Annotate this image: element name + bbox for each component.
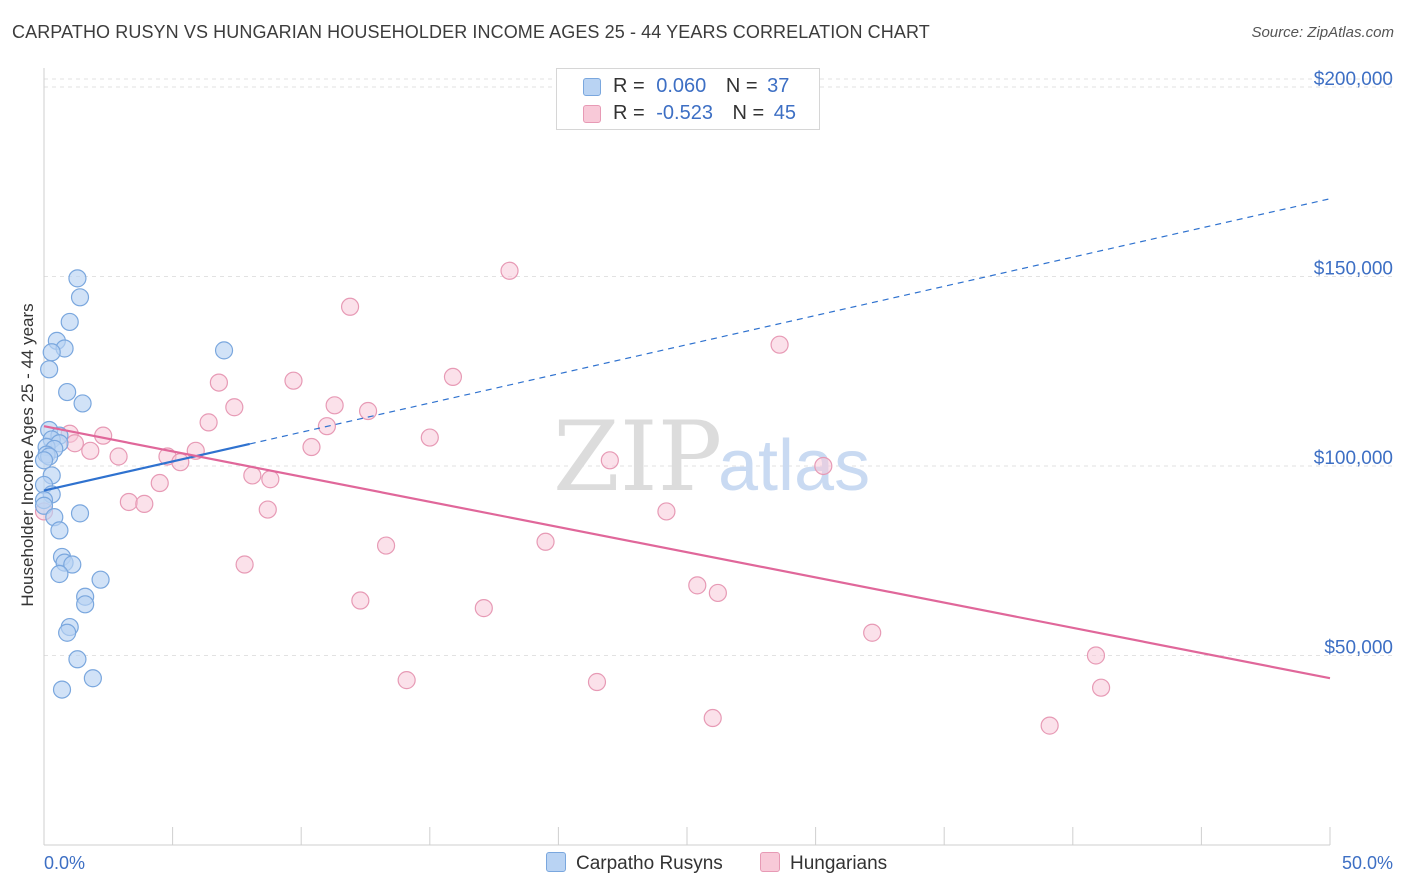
carpatho-rusyns-point (76, 595, 95, 614)
hungarians-point (284, 371, 303, 390)
legend-n-value: 45 (773, 102, 797, 124)
watermark-zip: ZIP (553, 401, 722, 513)
hungarians-point (225, 398, 244, 417)
hungarians-point (135, 494, 154, 513)
y-tick-label: $50,000 (1324, 637, 1393, 658)
hungarians-point (1091, 678, 1111, 697)
legend-n-label: N = (725, 75, 758, 97)
carpatho-rusyns-point (214, 341, 234, 360)
bottom-legend-swatch-blue (546, 852, 566, 872)
hungarians-point (81, 441, 100, 460)
carpatho-rusyns-point (52, 680, 72, 699)
hungarians-point (325, 396, 344, 415)
carpatho-rusyns-point (68, 650, 87, 669)
hungarians-point (587, 672, 607, 692)
hungarians-point (536, 532, 555, 551)
carpatho-rusyns-point (83, 669, 102, 688)
hungarians-point (340, 297, 360, 316)
carpatho-rusyns-point (60, 312, 79, 332)
hungarians-point (443, 367, 463, 387)
legend-swatch-pink (583, 105, 601, 123)
carpatho-rusyns-points (34, 269, 234, 699)
hungarians-point (351, 591, 370, 610)
carpatho-rusyns-point (50, 521, 69, 540)
legend-n-value: 37 (767, 75, 790, 97)
carpatho-rusyns-point (42, 343, 61, 362)
hungarians-points (34, 261, 1111, 735)
hungarians-point (1040, 716, 1059, 735)
y-tick-label: $100,000 (1314, 448, 1393, 469)
bottom-legend-blue: Carpatho Rusyns (546, 852, 723, 875)
y-tick-label: $150,000 (1314, 258, 1393, 279)
carpatho-rusyns-point (63, 555, 82, 574)
y-tick-labels: $50,000 $100,000 $150,000 $200,000 (1314, 69, 1393, 659)
carpatho-rusyns-point (91, 570, 110, 589)
hungarians-point (235, 555, 254, 574)
carpatho-rusyns-point (58, 382, 77, 402)
carpatho-rusyns-point (68, 269, 87, 288)
hungarians-point (261, 470, 280, 489)
chart-title: CARPATHO RUSYN VS HUNGARIAN HOUSEHOLDER … (12, 22, 930, 42)
hungarians-point (65, 434, 84, 453)
carpatho-rusyns-point (50, 564, 69, 584)
source-label: Source: ZipAtlas.com (1251, 24, 1394, 41)
bottom-legend-swatch-pink (760, 852, 780, 872)
legend-n-label: N = (732, 102, 765, 124)
hungarians-point (199, 413, 218, 432)
hungarians-point (302, 437, 321, 457)
hungarians-trend (43, 425, 1331, 680)
carpatho-rusyns-trend-solid (43, 442, 251, 492)
hungarians-point (863, 623, 882, 642)
watermark-atlas: atlas (718, 426, 870, 506)
legend-r-value: 0.060 (656, 75, 707, 97)
hungarians-point (657, 502, 676, 521)
hungarians-point (119, 492, 138, 512)
correlation-legend: R = 0.060 N = 37 R = -0.523 N = 45 (556, 68, 820, 130)
legend-r-label: R = (613, 102, 645, 124)
hungarians-point (258, 500, 277, 519)
hungarians-point (708, 583, 727, 603)
carpatho-rusyns-point (58, 623, 77, 642)
hungarians-point (376, 536, 396, 555)
hungarians-point (474, 599, 493, 618)
hungarians-point (358, 401, 378, 421)
legend-swatch-blue (583, 78, 601, 96)
hungarians-point (243, 466, 262, 485)
hungarians-point (770, 335, 789, 354)
hungarians-point (420, 428, 439, 447)
bottom-legend-label-pink: Hungarians (790, 853, 888, 874)
legend-r-label: R = (613, 75, 645, 97)
hungarians-point (703, 708, 722, 728)
carpatho-rusyns-point (34, 451, 54, 470)
hungarians-point (1086, 646, 1106, 665)
carpatho-rusyns-point (73, 394, 92, 413)
carpatho-rusyns-point (70, 288, 90, 307)
hungarians-point (688, 576, 707, 595)
carpatho-rusyns-point (34, 496, 54, 515)
carpatho-rusyns-trend-dashed (249, 198, 1331, 445)
x-tick-min: 0.0% (44, 853, 85, 873)
carpatho-rusyns-point (70, 504, 90, 523)
hungarians-point (209, 373, 228, 392)
legend-r-value: -0.523 (656, 102, 713, 124)
hungarians-point (150, 473, 169, 493)
y-tick-label: $200,000 (1314, 69, 1393, 90)
bottom-legend-label-blue: Carpatho Rusyns (576, 853, 723, 874)
carpatho-rusyns-point (40, 360, 59, 379)
hungarians-point (109, 447, 128, 466)
hungarians-point (814, 456, 833, 476)
hungarians-point (600, 451, 619, 470)
hungarians-point (171, 453, 190, 472)
watermark: ZIP atlas (553, 401, 870, 513)
hungarians-point (397, 671, 416, 690)
bottom-legend-pink: Hungarians (760, 852, 887, 875)
hungarians-point (500, 261, 519, 280)
x-tick-max: 50.0% (1342, 853, 1393, 873)
trend-lines (43, 198, 1331, 680)
